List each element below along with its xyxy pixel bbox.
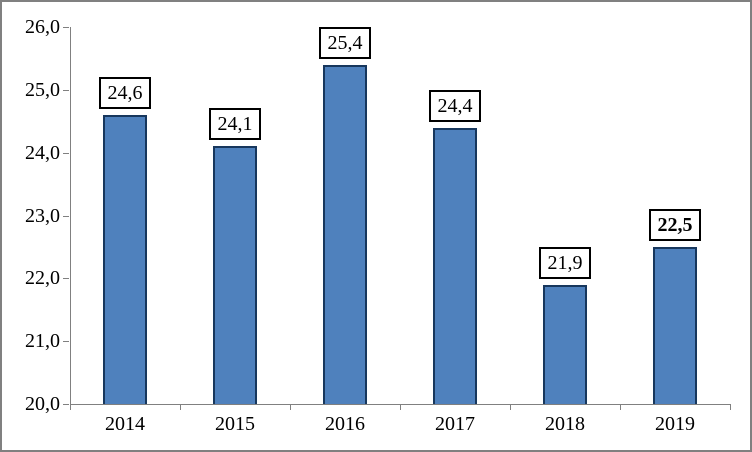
y-axis-tick — [63, 341, 69, 342]
y-axis-tick — [63, 216, 69, 217]
y-tick-label: 24,0 — [25, 142, 60, 164]
y-tick-label: 26,0 — [25, 16, 60, 38]
y-tick-label: 22,0 — [25, 267, 60, 289]
x-axis-tick — [70, 404, 71, 410]
y-axis-tick — [63, 27, 69, 28]
bar-value-label-2017: 24,4 — [429, 90, 481, 122]
bar-value-label-2019: 22,5 — [649, 209, 701, 241]
x-axis-tick — [510, 404, 511, 410]
x-axis-tick — [180, 404, 181, 410]
x-tick-label-2016: 2016 — [325, 413, 365, 435]
y-tick-label: 21,0 — [25, 330, 60, 352]
x-axis-tick — [400, 404, 401, 410]
y-tick-label: 23,0 — [25, 205, 60, 227]
bar-value-label-2015: 24,1 — [209, 108, 261, 140]
bar-value-label-2014: 24,6 — [99, 77, 151, 109]
y-axis-tick — [63, 278, 69, 279]
x-axis-tick — [730, 404, 731, 410]
x-axis-tick — [620, 404, 621, 410]
x-axis — [70, 404, 731, 405]
bar-2016 — [323, 65, 367, 404]
y-tick-label: 20,0 — [25, 393, 60, 415]
y-axis-tick — [63, 153, 69, 154]
x-tick-label-2017: 2017 — [435, 413, 475, 435]
x-tick-label-2018: 2018 — [545, 413, 585, 435]
x-tick-label-2019: 2019 — [655, 413, 695, 435]
bar-2018 — [543, 285, 587, 404]
bar-value-label-2016: 25,4 — [319, 27, 371, 59]
bar-2019 — [653, 247, 697, 404]
bar-2014 — [103, 115, 147, 404]
y-tick-label: 25,0 — [25, 79, 60, 101]
bar-value-label-2018: 21,9 — [539, 247, 591, 279]
x-tick-label-2015: 2015 — [215, 413, 255, 435]
x-tick-label-2014: 2014 — [105, 413, 145, 435]
bar-2015 — [213, 146, 257, 404]
y-axis — [70, 27, 71, 404]
bar-2017 — [433, 128, 477, 404]
y-axis-tick — [63, 90, 69, 91]
y-axis-tick — [63, 404, 69, 405]
x-axis-tick — [290, 404, 291, 410]
